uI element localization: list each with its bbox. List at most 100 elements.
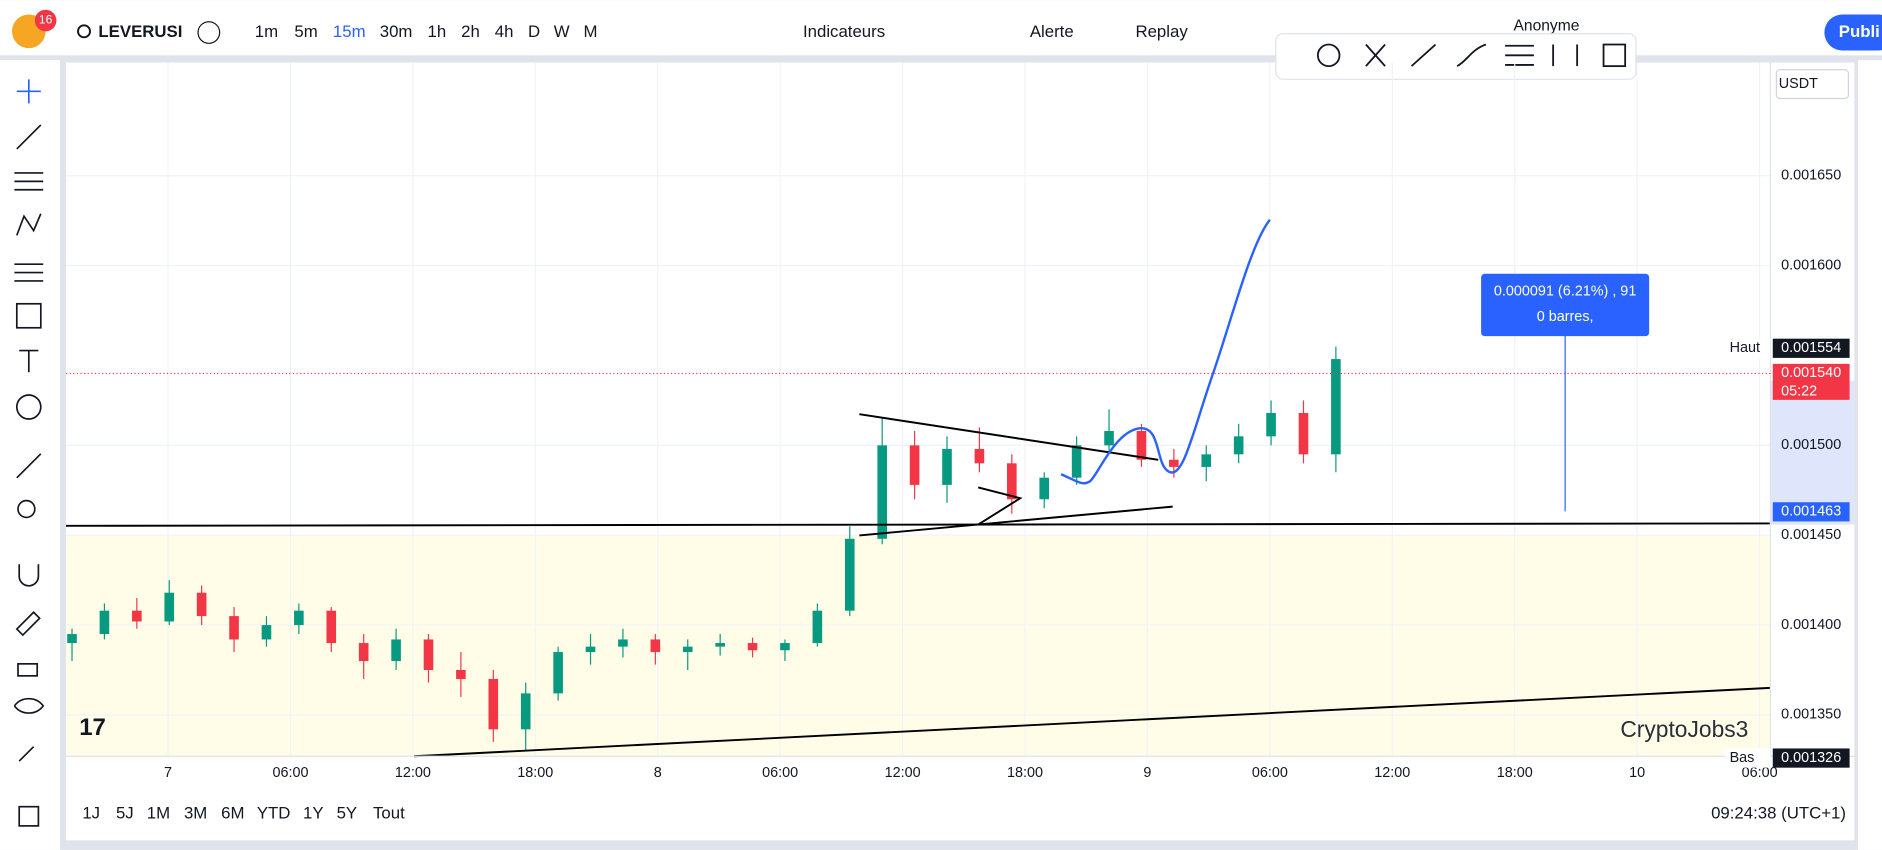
interval[interactable]: 5m	[294, 22, 317, 41]
candle-body	[715, 643, 725, 647]
x-tick-label: 06:00	[272, 765, 308, 781]
price-label-name: Haut	[1730, 340, 1760, 356]
range-button[interactable]: 5Y	[337, 803, 358, 822]
y-tick-label: 0.001650	[1781, 168, 1841, 184]
measure-text: 0.000091 (6.21%) , 91	[1494, 284, 1636, 300]
x-tick-label: 18:00	[517, 765, 553, 781]
add-symbol[interactable]	[197, 21, 221, 44]
y-tick-label: 0.001350	[1781, 707, 1841, 723]
measure-bars: 0 barres,	[1537, 309, 1594, 325]
range-button[interactable]: 1J	[82, 803, 100, 822]
tv-logo: 17	[79, 714, 106, 741]
candle-body	[1071, 445, 1082, 478]
candle-body	[1136, 430, 1147, 460]
candle-body	[326, 610, 337, 644]
candle-body	[67, 634, 77, 644]
replay[interactable]: Replay	[1135, 22, 1188, 41]
interval[interactable]: 1h	[428, 22, 447, 41]
publish-label[interactable]: Publi	[1839, 22, 1880, 41]
x-tick-label: 8	[654, 765, 662, 781]
publish-button[interactable]	[1824, 14, 1882, 51]
candle-body	[391, 639, 401, 662]
interval[interactable]: D	[528, 22, 540, 41]
candle-body	[585, 646, 596, 653]
clock: 09:24:38 (UTC+1)	[1711, 803, 1846, 822]
projection-curve	[1060, 219, 1271, 485]
x-tick-label: 18:00	[1007, 765, 1043, 781]
countdown: 05:22	[1781, 383, 1817, 399]
y-tick-label: 0.001400	[1781, 617, 1841, 633]
price-label: 0.001326	[1781, 750, 1841, 766]
price-label-name: Bas	[1730, 750, 1755, 766]
drawing-toolbar	[1275, 33, 1637, 80]
candle-body	[423, 639, 434, 671]
measure-box	[1481, 273, 1650, 337]
x-tick-label: 10	[1629, 765, 1645, 781]
x-tick-label: 06:00	[1252, 765, 1288, 781]
candle-body	[650, 639, 661, 653]
candle-body	[261, 625, 272, 640]
interval[interactable]: 2h	[461, 22, 480, 41]
y-tick-label: 0.001600	[1781, 257, 1841, 273]
range-button[interactable]: 5J	[116, 803, 134, 822]
price-label: 0.001540	[1781, 365, 1841, 381]
range-button[interactable]: 6M	[221, 803, 244, 822]
account[interactable]: Anonyme	[1514, 18, 1580, 35]
price-label-tag	[1724, 748, 1771, 768]
candle-body	[1233, 436, 1244, 455]
candle-body	[1169, 459, 1179, 467]
candle-body	[164, 592, 175, 622]
price-label-box	[1772, 748, 1850, 768]
interval[interactable]: 15m	[333, 22, 366, 41]
candle-body	[229, 616, 239, 640]
candle-body	[1298, 412, 1309, 455]
badge	[34, 9, 57, 32]
candle-body	[456, 670, 466, 679]
candle-body	[1201, 454, 1212, 467]
range-button[interactable]: 1M	[147, 803, 170, 822]
currency[interactable]: USDT	[1779, 76, 1818, 92]
range-button[interactable]: 3M	[184, 803, 207, 822]
price-label-box	[1772, 363, 1850, 400]
badge-count: 16	[39, 13, 53, 27]
left-tools[interactable]	[13, 79, 45, 827]
search-icon[interactable]	[77, 24, 91, 39]
x-tick-label: 06:00	[1742, 765, 1778, 781]
candle-body	[1039, 477, 1050, 500]
candle-body	[780, 643, 790, 651]
currency-box[interactable]	[1775, 69, 1849, 100]
y-tick-label: 0.001500	[1781, 437, 1841, 453]
indicators[interactable]: Indicateurs	[803, 22, 885, 41]
interval[interactable]: 30m	[380, 22, 413, 41]
candle-body	[682, 646, 693, 653]
candle-body	[909, 445, 920, 485]
price-label: 0.001554	[1781, 340, 1841, 356]
axis-highlight	[1770, 380, 1855, 525]
candle-body	[877, 445, 887, 539]
candle-body	[488, 678, 499, 730]
interval[interactable]: M	[584, 22, 598, 41]
interval[interactable]: 4h	[495, 22, 514, 41]
range-button[interactable]: 1Y	[303, 803, 324, 822]
candle-body	[553, 652, 563, 694]
left-toolbar	[0, 60, 61, 850]
symbol[interactable]: LEVERUSI	[98, 22, 182, 41]
candle-body	[99, 610, 110, 635]
x-tick-label: 9	[1143, 765, 1151, 781]
range-button[interactable]: YTD	[257, 803, 291, 822]
watermark: CryptoJobs3	[1620, 716, 1748, 742]
candle-body	[618, 639, 628, 647]
right-toolbar	[1857, 60, 1882, 850]
candle-body	[294, 610, 304, 626]
x-tick-label: 06:00	[762, 765, 798, 781]
x-tick-label: 12:00	[395, 765, 431, 781]
zone-highlight	[66, 535, 1771, 757]
candle-body	[358, 643, 369, 662]
interval[interactable]: 1m	[255, 22, 278, 41]
interval[interactable]: W	[554, 22, 570, 41]
drawing-tools[interactable]	[1316, 43, 1627, 68]
range-button[interactable]: Tout	[373, 803, 405, 822]
alert[interactable]: Alerte	[1030, 22, 1074, 41]
candle-body	[1266, 412, 1276, 437]
